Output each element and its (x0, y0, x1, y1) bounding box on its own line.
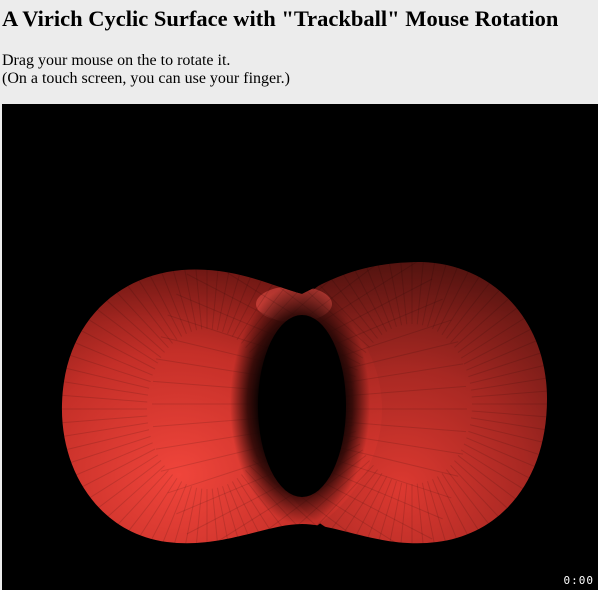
webgl-canvas[interactable]: 0:00 (2, 104, 598, 590)
surface-hole (258, 315, 346, 497)
instructions: Drag your mouse on the to rotate it. (On… (2, 52, 290, 88)
surface-render (61, 262, 547, 544)
timer-readout: 0:00 (563, 574, 594, 587)
instruction-line-touch: (On a touch screen, you can use your fin… (2, 70, 290, 87)
instruction-line-drag: Drag your mouse on the to rotate it. (2, 52, 231, 69)
page-title: A Virich Cyclic Surface with "Trackball"… (2, 6, 559, 31)
